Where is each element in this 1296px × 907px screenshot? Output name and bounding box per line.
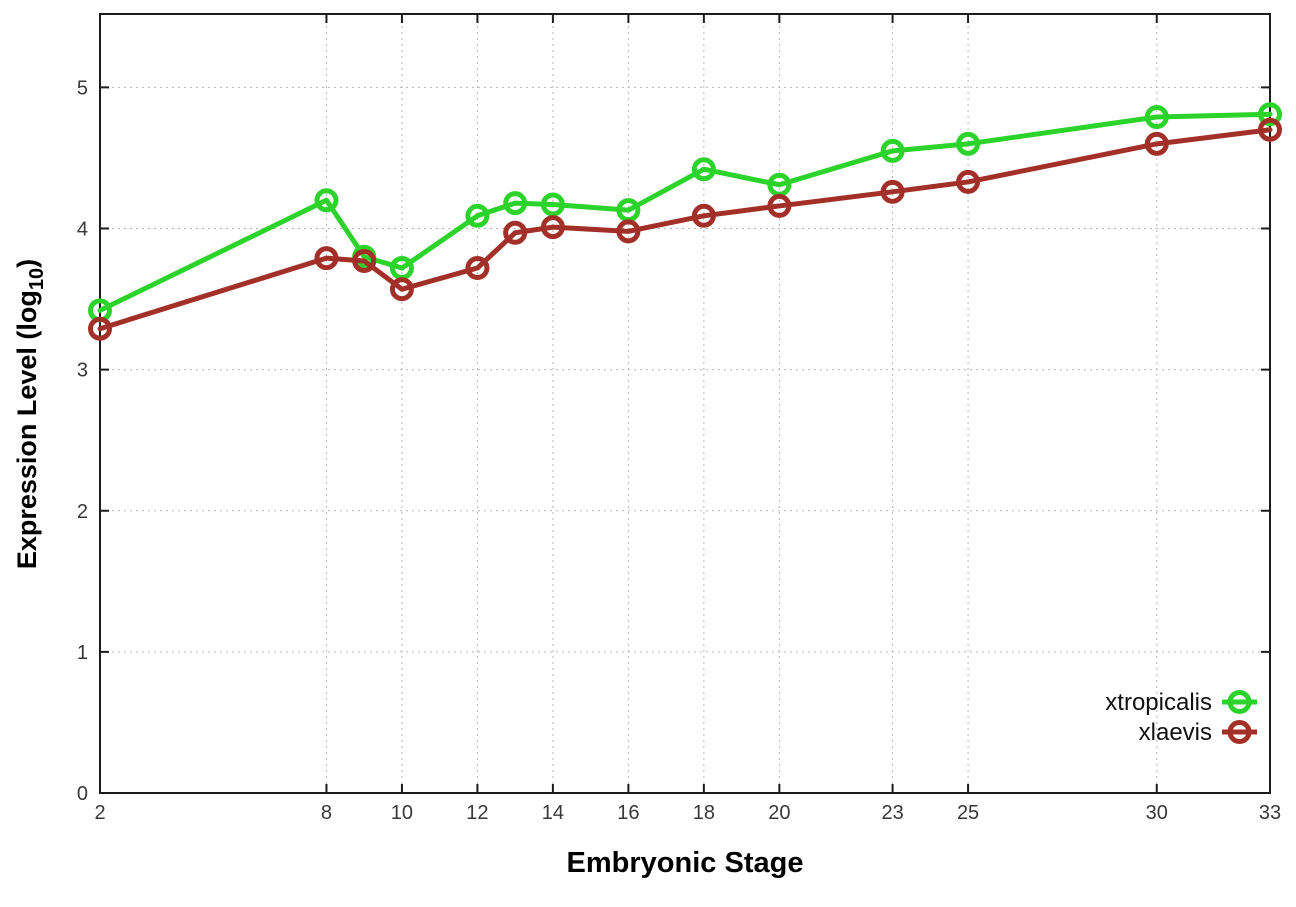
data-point-xlaevis <box>540 215 565 240</box>
data-point-xtropicalis <box>1144 105 1169 130</box>
legend-label-xlaevis: xlaevis <box>1139 719 1212 746</box>
x-tick-label: 14 <box>542 802 564 824</box>
legend: xtropicalis xlaevis <box>1105 689 1257 746</box>
x-tick-label: 16 <box>617 802 639 824</box>
data-point-xlaevis <box>503 220 528 245</box>
data-point-xlaevis <box>1258 117 1282 142</box>
series-line-xtropicalis <box>97 111 1273 313</box>
data-point-xlaevis <box>314 246 339 271</box>
data-point-xtropicalis <box>880 138 905 163</box>
legend-label-xtropicalis: xtropicalis <box>1105 689 1212 716</box>
series-xlaevis <box>88 117 1282 341</box>
legend-sample-marker-xlaevis <box>1227 720 1252 744</box>
data-point-xtropicalis <box>503 191 528 216</box>
data-point-xlaevis <box>956 169 981 194</box>
data-point-xlaevis <box>767 193 792 218</box>
data-point-xlaevis <box>880 179 905 204</box>
y-axis-title: Expression Level (log10) <box>12 259 48 569</box>
data-series <box>88 102 1282 341</box>
y-tick-label: 2 <box>77 501 88 523</box>
x-tick-label: 23 <box>881 802 903 824</box>
data-point-xtropicalis <box>691 157 716 182</box>
data-point-xlaevis <box>352 248 377 273</box>
gridlines <box>100 14 1270 793</box>
data-point-xlaevis <box>1144 131 1169 156</box>
legend-sample-marker-xtropicalis <box>1227 690 1252 714</box>
x-tick-label: 8 <box>321 802 332 824</box>
legend-samples <box>1222 690 1257 744</box>
x-tick-label: 25 <box>957 802 979 824</box>
data-point-xtropicalis <box>1258 102 1282 127</box>
y-tick-label: 0 <box>77 783 88 805</box>
y-tick-label: 3 <box>77 360 88 382</box>
data-point-xlaevis <box>691 203 716 228</box>
y-tick-label: 5 <box>77 77 88 99</box>
data-point-xtropicalis <box>465 203 490 228</box>
data-point-xlaevis <box>465 256 490 281</box>
series-line-xlaevis <box>97 127 1273 332</box>
x-tick-label: 20 <box>768 802 790 824</box>
x-axis-title: Embryonic Stage <box>567 847 804 879</box>
x-tick-label: 33 <box>1259 802 1281 824</box>
plot-border <box>99 13 1271 794</box>
y-tick-label: 4 <box>77 219 88 241</box>
data-point-xlaevis <box>88 316 112 341</box>
x-tick-label: 2 <box>94 802 105 824</box>
x-tick-label: 18 <box>693 802 715 824</box>
y-tick-label: 1 <box>77 642 88 664</box>
x-tick-label: 30 <box>1146 802 1168 824</box>
data-point-xlaevis <box>389 277 414 302</box>
data-point-xtropicalis <box>956 131 981 156</box>
axis-ticks <box>99 14 1271 794</box>
x-tick-label: 12 <box>466 802 488 824</box>
data-point-xlaevis <box>616 219 641 244</box>
x-tick-label: 10 <box>391 802 413 824</box>
data-point-xtropicalis <box>314 188 339 213</box>
series-xtropicalis <box>88 102 1282 323</box>
data-point-xtropicalis <box>540 192 565 217</box>
